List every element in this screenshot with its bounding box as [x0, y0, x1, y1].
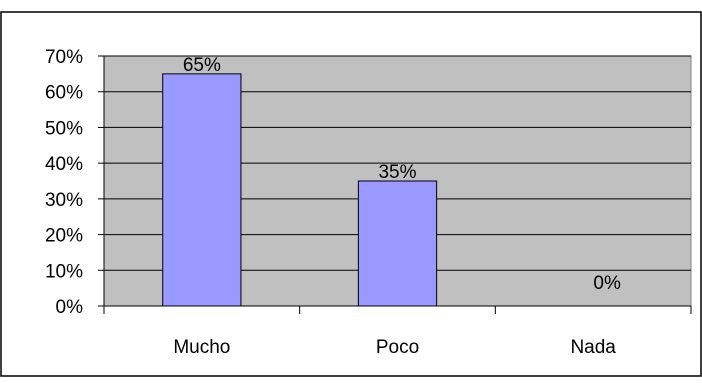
- bars: [162, 73, 438, 307]
- y-tick-label: 30%: [45, 190, 83, 211]
- y-tick-label: 0%: [56, 297, 84, 318]
- y-tick-label: 40%: [45, 154, 83, 175]
- x-tick-label: Nada: [570, 337, 616, 358]
- y-tick-label: 60%: [45, 83, 83, 104]
- x-tick-label: Mucho: [173, 337, 230, 358]
- data-label: 35%: [378, 162, 416, 183]
- bar-mucho: [162, 73, 242, 307]
- y-tick-label: 70%: [45, 47, 83, 68]
- data-label: 0%: [593, 273, 621, 294]
- y-axis: 0% 10% 20% 30% 40% 50% 60% 70%: [45, 47, 105, 318]
- bar-poco: [357, 180, 438, 307]
- data-labels: 65% 35% 0%: [183, 55, 621, 294]
- y-tick-label: 50%: [45, 118, 83, 139]
- y-tick-label: 20%: [45, 226, 83, 247]
- x-tick-label: Poco: [376, 337, 419, 358]
- x-axis: Mucho Poco Nada: [103, 305, 692, 358]
- y-tick-label: 10%: [45, 261, 83, 282]
- data-label: 65%: [183, 55, 221, 76]
